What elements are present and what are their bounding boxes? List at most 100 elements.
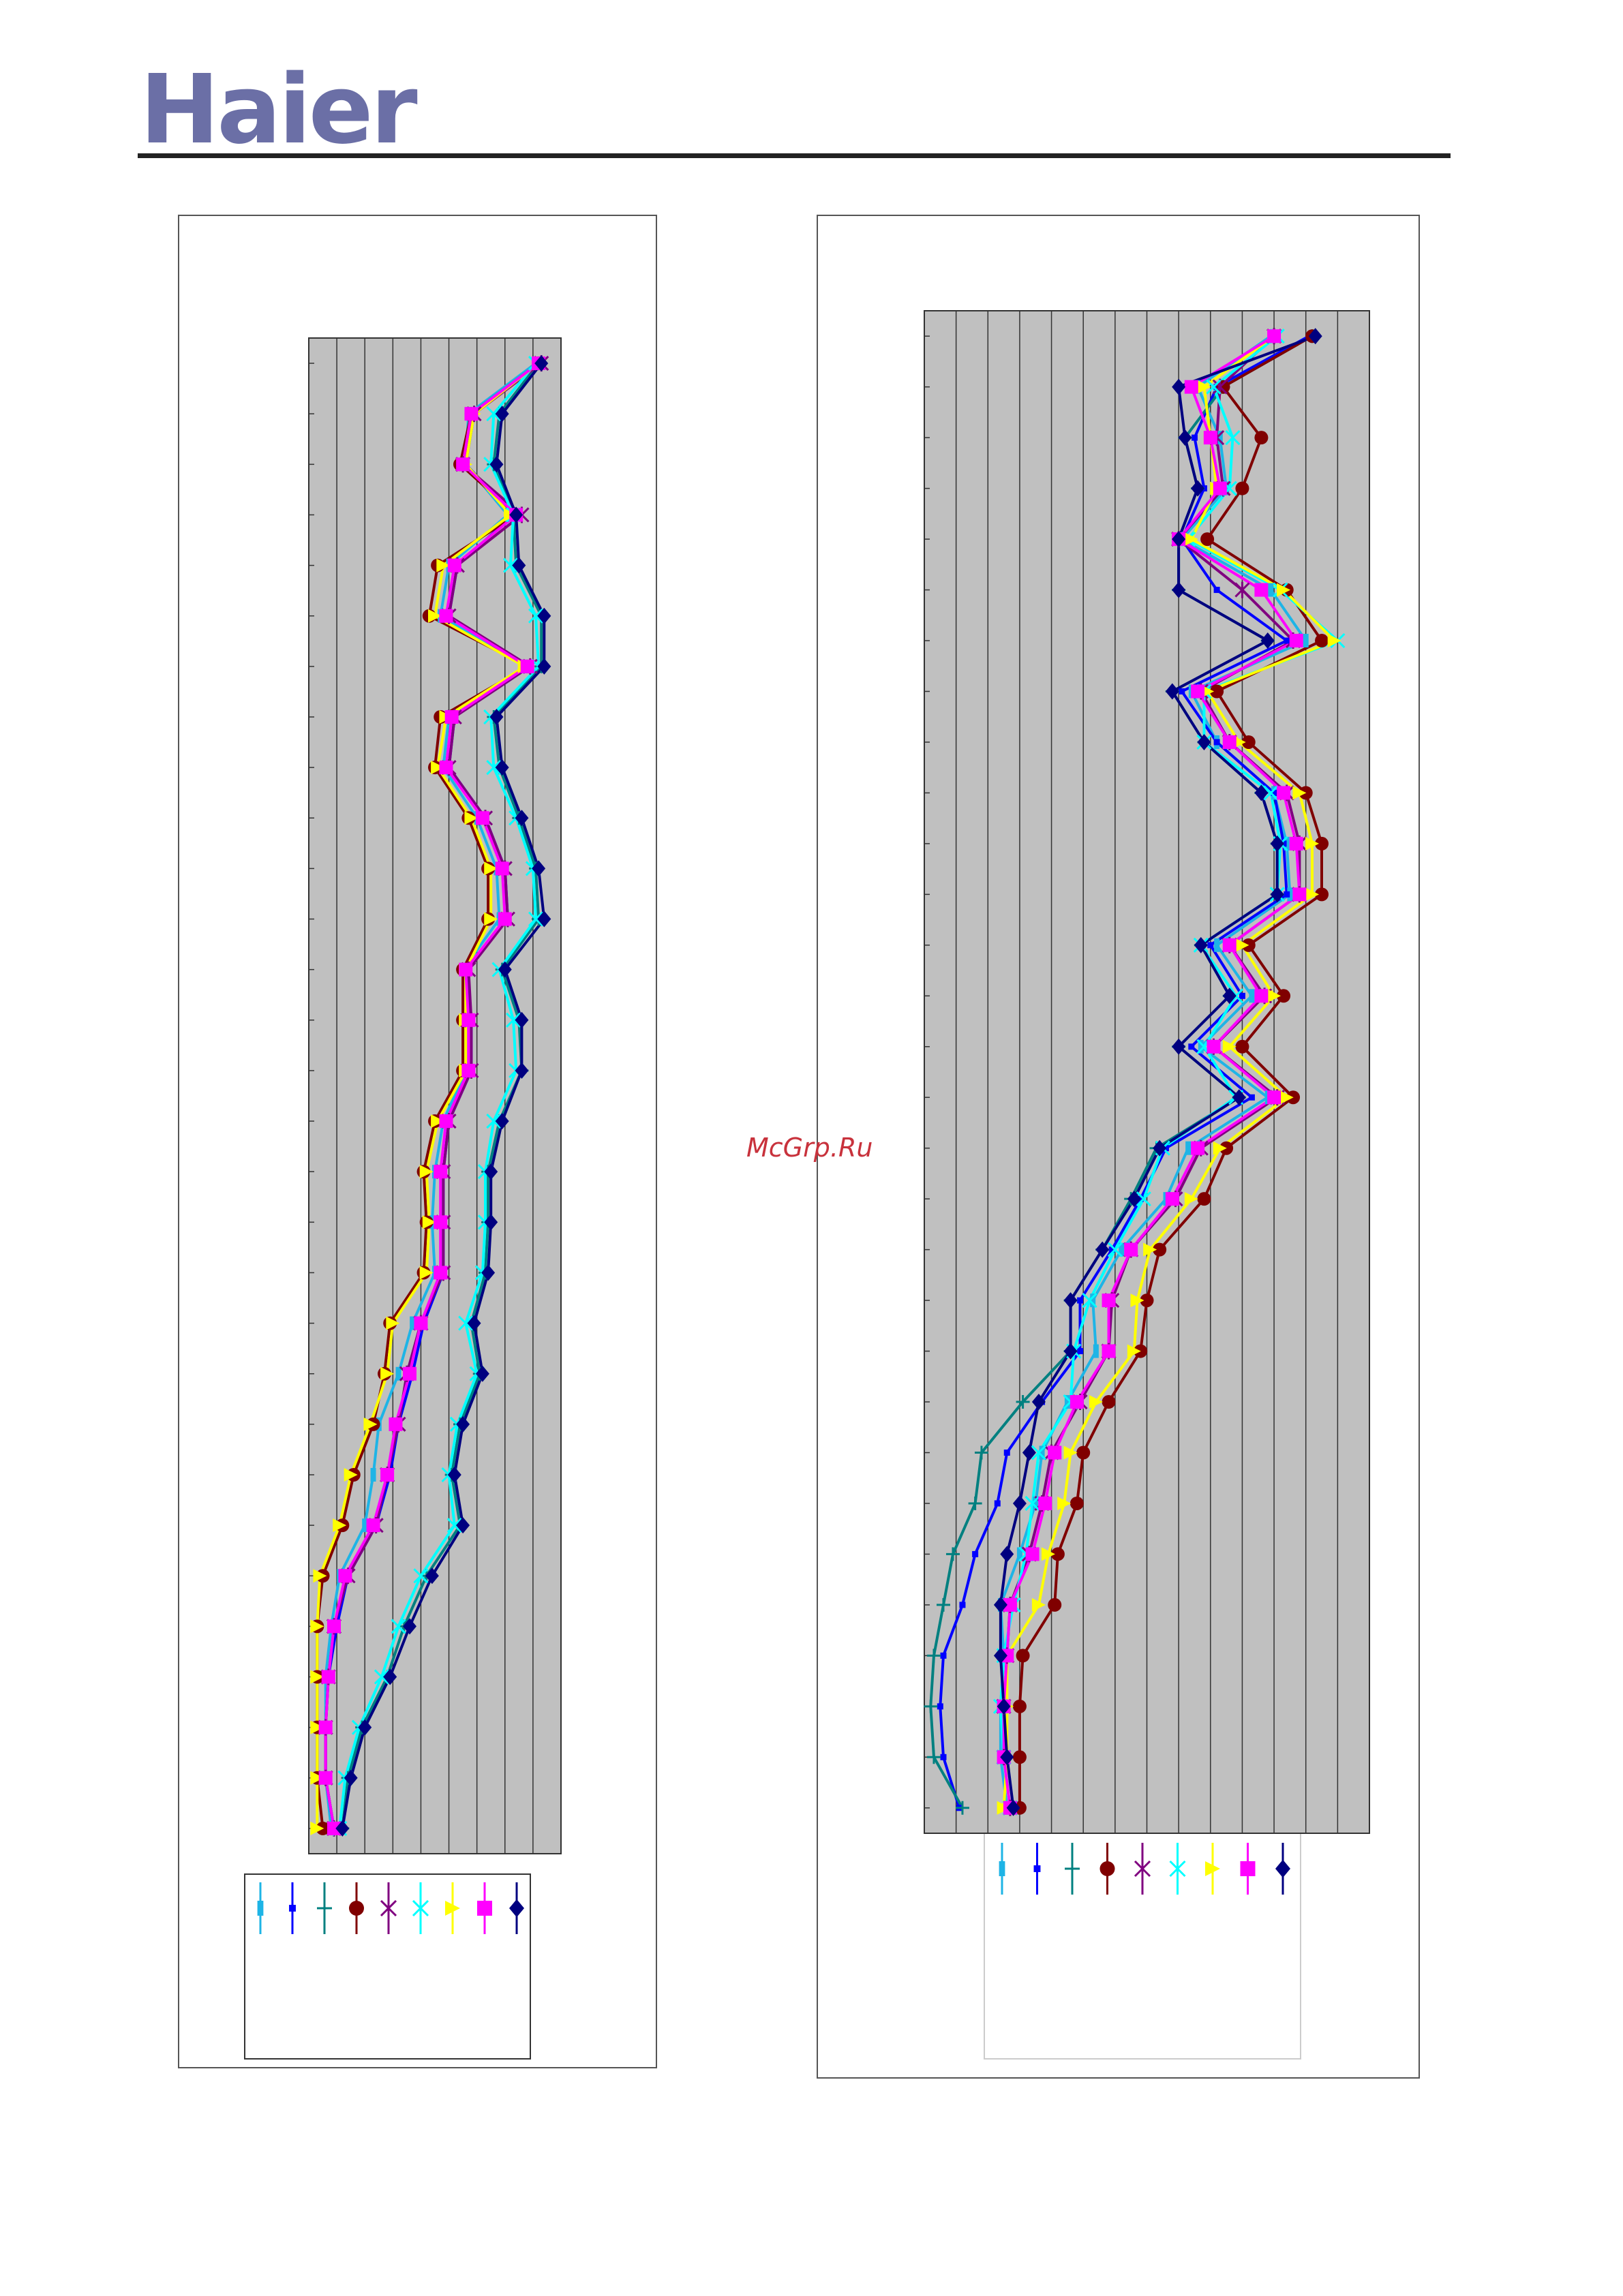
marker (1070, 1496, 1084, 1510)
marker (1235, 1039, 1249, 1054)
marker (1184, 1192, 1198, 1206)
legend-marker (445, 1901, 460, 1916)
marker (1292, 887, 1307, 902)
marker (1077, 1297, 1084, 1304)
marker (419, 1266, 434, 1280)
marker (537, 658, 551, 675)
marker (1315, 836, 1329, 851)
marker (1172, 1038, 1186, 1055)
marker (498, 912, 512, 926)
marker (1127, 1344, 1141, 1358)
marker (498, 961, 512, 978)
series-line (324, 362, 537, 1829)
marker (1000, 1749, 1014, 1766)
marker (1048, 1597, 1062, 1612)
marker (534, 355, 549, 372)
plot-area (308, 337, 562, 1854)
marker (1039, 1445, 1045, 1460)
marker (484, 861, 498, 876)
marker (1260, 632, 1275, 649)
marker (459, 962, 473, 977)
marker (1214, 938, 1220, 952)
marker (358, 1719, 372, 1736)
marker (333, 1518, 347, 1533)
marker (1022, 1444, 1036, 1461)
marker (1277, 989, 1291, 1003)
marker (945, 1547, 960, 1561)
marker (1267, 989, 1281, 1003)
marker (310, 1720, 324, 1734)
marker (419, 1165, 434, 1179)
watermark: McGrp.Ru (746, 1133, 873, 1163)
marker (1305, 836, 1320, 851)
marker (1222, 1039, 1237, 1054)
marker (414, 1316, 428, 1330)
marker (1284, 637, 1290, 644)
marker (1197, 380, 1211, 394)
marker (431, 1114, 445, 1129)
marker (1185, 1141, 1192, 1155)
marker (1178, 429, 1192, 446)
marker (362, 1518, 368, 1533)
marker (1033, 1496, 1039, 1510)
marker (403, 1618, 416, 1635)
marker (1102, 1344, 1116, 1358)
marker (439, 609, 453, 623)
marker (310, 1619, 324, 1634)
marker (1107, 1242, 1123, 1257)
marker (1016, 1395, 1030, 1409)
marker (1165, 1192, 1179, 1206)
marker (464, 407, 479, 421)
marker (489, 709, 504, 725)
marker (475, 811, 489, 825)
marker (1222, 735, 1237, 749)
series-line (1002, 335, 1337, 1808)
marker (528, 608, 544, 624)
marker (937, 1703, 943, 1710)
marker (1254, 583, 1269, 597)
marker (1165, 683, 1179, 700)
marker (318, 1720, 333, 1734)
marker (1194, 936, 1208, 953)
marker (475, 1365, 489, 1382)
marker (1315, 887, 1329, 902)
marker (936, 1597, 950, 1612)
marker (1277, 786, 1291, 800)
marker (1239, 992, 1245, 999)
series-line (999, 335, 1341, 1809)
marker (1207, 1039, 1221, 1054)
marker (458, 1315, 474, 1331)
marker (1095, 1241, 1110, 1258)
marker (1172, 581, 1186, 598)
marker (1003, 1450, 1010, 1456)
marker (1031, 1597, 1046, 1612)
marker (439, 1114, 453, 1129)
marker (444, 710, 459, 724)
marker (1234, 581, 1250, 598)
marker (1016, 1649, 1030, 1663)
marker (1254, 784, 1269, 801)
marker (1287, 887, 1293, 902)
marker (940, 1652, 947, 1659)
marker (1254, 431, 1269, 445)
marker (1197, 733, 1211, 750)
marker (1327, 634, 1341, 648)
marker (1003, 1597, 1017, 1612)
legend-marker (257, 1901, 264, 1916)
marker (1089, 1395, 1103, 1409)
marker (456, 1517, 470, 1534)
marker (1284, 891, 1290, 898)
series-line (1018, 335, 1324, 1808)
marker (1102, 1395, 1116, 1409)
marker (395, 1366, 401, 1381)
legend-marker (477, 1901, 492, 1916)
marker (313, 1569, 327, 1583)
marker (1057, 1496, 1072, 1510)
marker (1070, 1395, 1084, 1409)
marker (422, 1215, 436, 1229)
series-line (316, 362, 540, 1829)
legend-marker (1169, 1860, 1186, 1878)
marker (974, 1445, 988, 1460)
marker (1217, 431, 1223, 445)
chart-frame (817, 215, 1420, 2079)
